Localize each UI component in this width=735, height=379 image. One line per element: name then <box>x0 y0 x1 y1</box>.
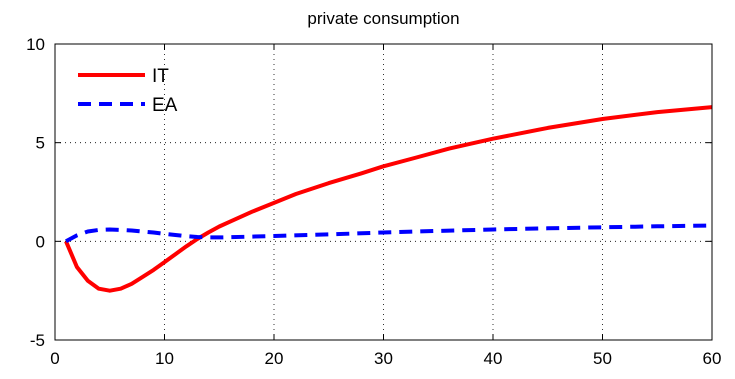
y-tick-label: 5 <box>36 134 45 153</box>
x-tick-label: 50 <box>593 349 612 368</box>
x-tick-label: 0 <box>50 349 59 368</box>
grid-lines <box>55 44 712 340</box>
x-tick-label: 60 <box>703 349 722 368</box>
y-tick-label: 0 <box>36 232 45 251</box>
x-tick-label: 10 <box>155 349 174 368</box>
series-lines <box>64 105 713 293</box>
series-line-it <box>64 105 713 293</box>
plot-area <box>54 43 713 341</box>
axis-ticks: 0 10 20 30 40 50 60 -5 0 5 10 <box>26 35 721 368</box>
x-tick-label: 20 <box>265 349 284 368</box>
x-tick-label: 30 <box>374 349 393 368</box>
series-line-ea <box>65 223 713 244</box>
y-tick-label: -5 <box>30 331 45 350</box>
y-tick-label: 10 <box>26 35 45 54</box>
legend-label-ea: EA <box>152 95 178 116</box>
legend-label-it: IT <box>152 66 169 87</box>
chart-title: private consumption <box>307 9 459 28</box>
legend: IT EA <box>78 66 178 116</box>
x-tick-label: 40 <box>484 349 503 368</box>
